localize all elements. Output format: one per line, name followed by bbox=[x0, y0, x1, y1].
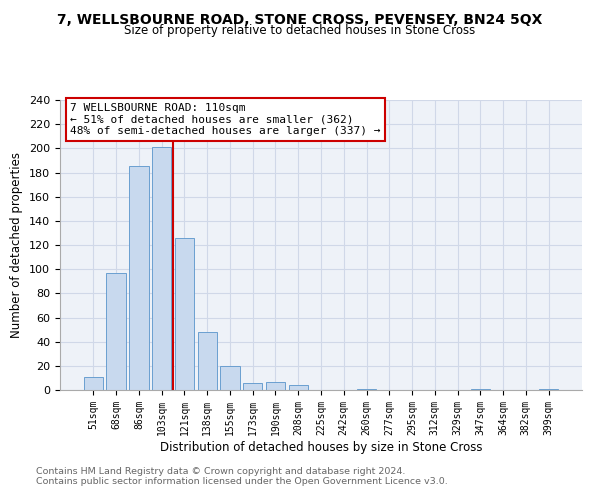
Text: Contains HM Land Registry data © Crown copyright and database right 2024.: Contains HM Land Registry data © Crown c… bbox=[36, 467, 406, 476]
Bar bbox=[175, 238, 194, 390]
Bar bbox=[539, 389, 558, 390]
Bar bbox=[106, 273, 126, 390]
Bar bbox=[470, 389, 490, 390]
Bar bbox=[243, 383, 262, 390]
Bar bbox=[152, 147, 172, 390]
Bar bbox=[266, 382, 285, 390]
Bar bbox=[129, 166, 149, 390]
Bar bbox=[357, 389, 376, 390]
Text: Contains public sector information licensed under the Open Government Licence v3: Contains public sector information licen… bbox=[36, 477, 448, 486]
X-axis label: Distribution of detached houses by size in Stone Cross: Distribution of detached houses by size … bbox=[160, 440, 482, 454]
Bar bbox=[289, 385, 308, 390]
Text: Size of property relative to detached houses in Stone Cross: Size of property relative to detached ho… bbox=[124, 24, 476, 37]
Bar bbox=[220, 366, 239, 390]
Text: 7, WELLSBOURNE ROAD, STONE CROSS, PEVENSEY, BN24 5QX: 7, WELLSBOURNE ROAD, STONE CROSS, PEVENS… bbox=[58, 12, 542, 26]
Bar bbox=[84, 376, 103, 390]
Bar bbox=[197, 332, 217, 390]
Y-axis label: Number of detached properties: Number of detached properties bbox=[10, 152, 23, 338]
Text: 7 WELLSBOURNE ROAD: 110sqm
← 51% of detached houses are smaller (362)
48% of sem: 7 WELLSBOURNE ROAD: 110sqm ← 51% of deta… bbox=[70, 103, 381, 136]
